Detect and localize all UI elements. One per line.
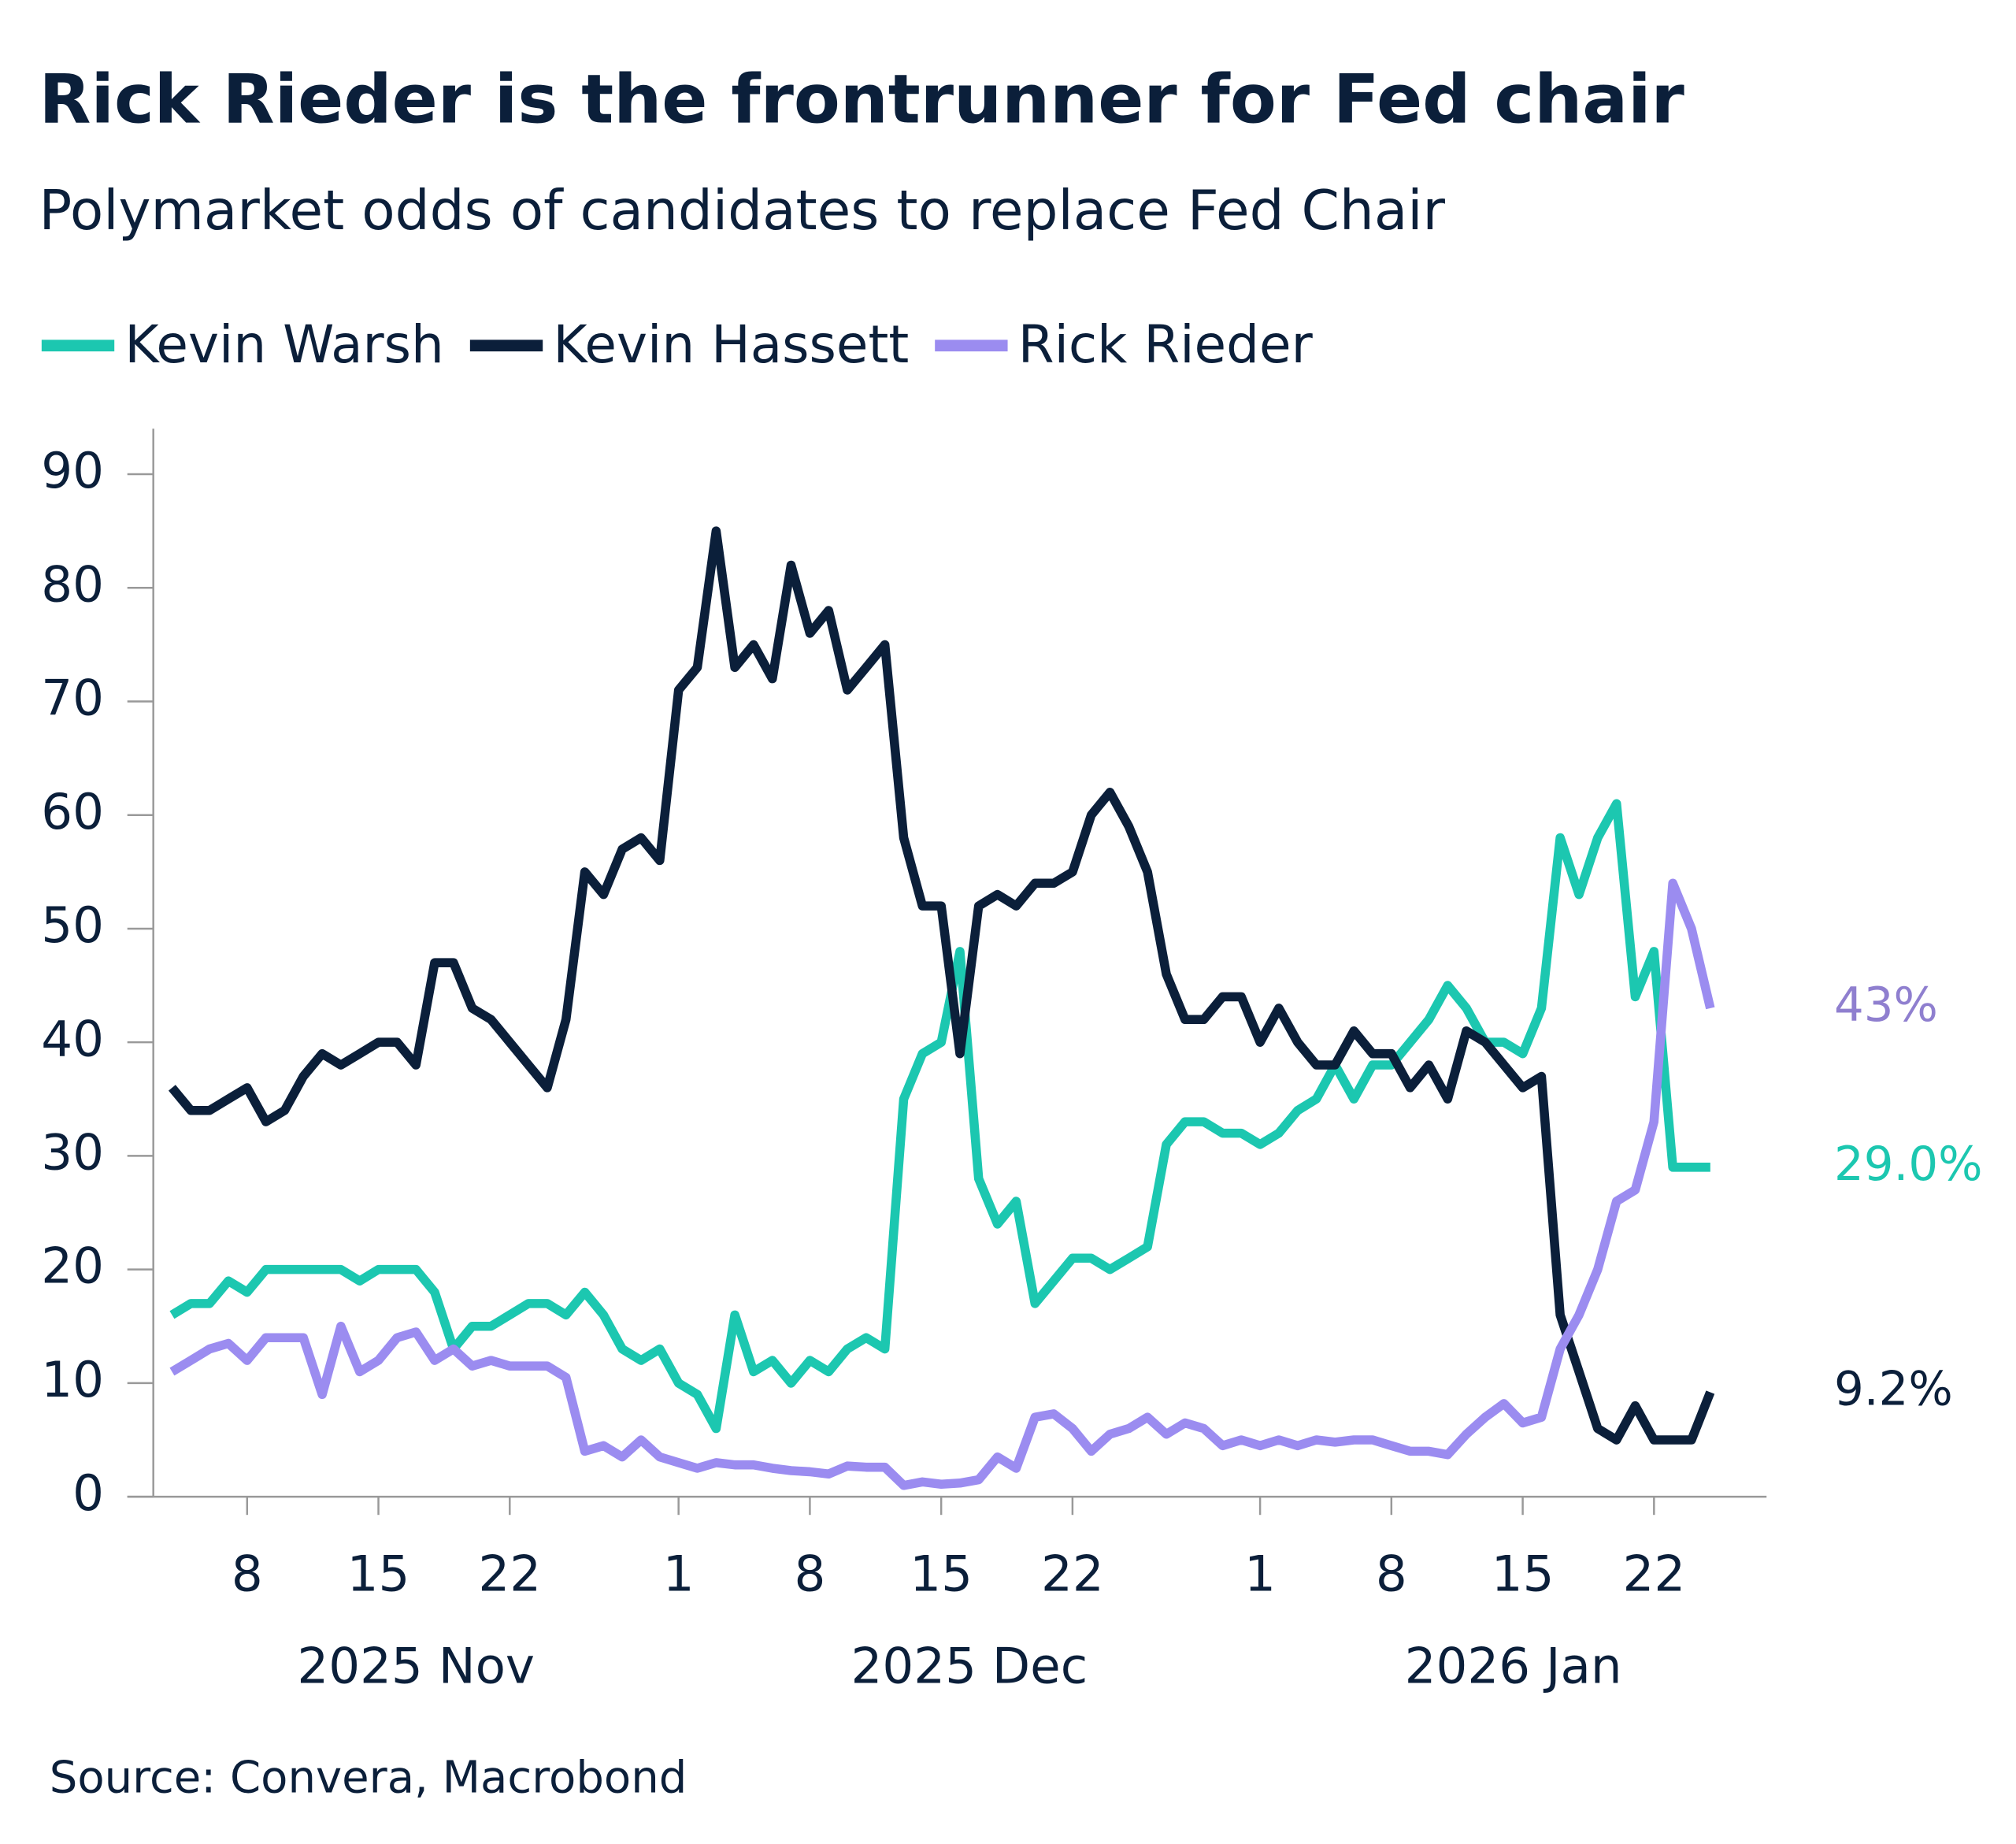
y-tick-label: 70 [41,670,104,727]
y-tick-label: 30 [41,1123,104,1181]
y-tick-label: 90 [41,442,104,499]
y-tick-label: 10 [41,1351,104,1408]
y-tick-label: 40 [41,1010,104,1067]
month-label: 2026 Jan [1405,1638,1622,1695]
end-label: 9.2% [1834,1363,1953,1417]
x-tick-label: 15 [1492,1545,1555,1602]
x-tick-label: 22 [1622,1545,1685,1602]
legend-label: Kevin Warsh [124,314,443,375]
legend-label: Rick Rieder [1018,314,1314,375]
x-tick-label: 8 [794,1545,825,1602]
end-label: 29.0% [1834,1137,1983,1192]
legend-label: Kevin Hassett [553,314,909,375]
x-tick-label: 1 [1244,1545,1276,1602]
y-tick-label: 0 [72,1464,104,1522]
x-tick-label: 1 [663,1545,695,1602]
x-tick-label: 22 [1041,1545,1104,1602]
month-label: 2025 Nov [297,1638,535,1695]
x-tick-label: 15 [347,1545,410,1602]
end-label: 43% [1834,978,1938,1033]
y-tick-label: 50 [41,896,104,954]
chart-subtitle: Polymarket odds of candidates to replace… [39,180,1446,243]
series-line [168,526,1715,1445]
month-label: 2025 Dec [851,1638,1088,1695]
legend: Kevin Warsh Kevin Hassett Rick Rieder [41,314,1314,375]
chart-title: Rick Rieder is the frontrunner for Fed c… [39,60,1685,139]
x-tick-label: 8 [232,1545,263,1602]
y-tick-label: 60 [41,783,104,840]
source: Source: Convera, Macrobond [50,1752,687,1803]
x-tick-label: 15 [910,1545,973,1602]
y-tick-label: 20 [41,1237,104,1295]
series-line [169,878,1715,1490]
series-line [169,799,1710,1434]
y-tick-label: 80 [41,555,104,613]
x-tick-label: 22 [478,1545,541,1602]
x-tick-label: 8 [1376,1545,1407,1602]
